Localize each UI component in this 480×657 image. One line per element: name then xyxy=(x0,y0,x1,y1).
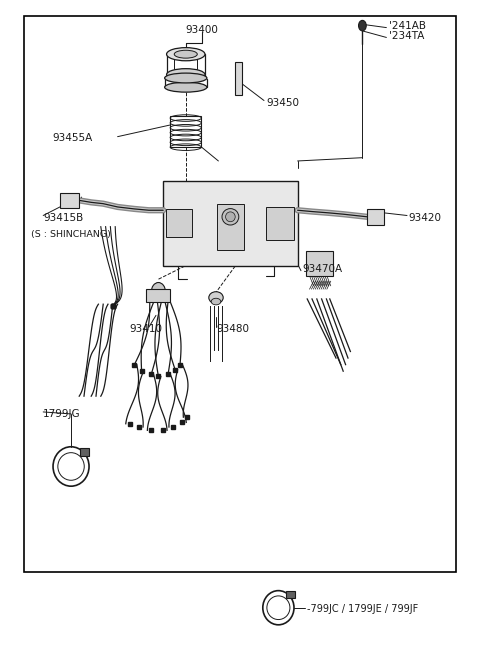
Bar xyxy=(286,591,295,598)
Ellipse shape xyxy=(174,51,197,58)
Text: '234TA: '234TA xyxy=(389,31,424,41)
Text: -799JC / 1799JE / 799JF: -799JC / 1799JE / 799JF xyxy=(307,604,419,614)
Ellipse shape xyxy=(226,212,235,222)
Ellipse shape xyxy=(211,298,221,305)
Ellipse shape xyxy=(165,82,207,92)
Text: 93410: 93410 xyxy=(130,323,163,334)
Text: (S : SHINCHANG): (S : SHINCHANG) xyxy=(31,230,111,239)
Text: 93450: 93450 xyxy=(266,98,300,108)
Text: 93455A: 93455A xyxy=(53,133,93,143)
Bar xyxy=(217,204,244,250)
Text: '241AB: '241AB xyxy=(389,21,426,32)
Ellipse shape xyxy=(165,73,207,83)
Text: 1799JG: 1799JG xyxy=(43,409,81,419)
Bar xyxy=(24,16,456,572)
Ellipse shape xyxy=(167,68,205,80)
Bar xyxy=(166,209,192,237)
Bar xyxy=(235,62,242,95)
Text: 93420: 93420 xyxy=(408,213,441,223)
Bar xyxy=(146,289,170,302)
Bar xyxy=(170,116,202,147)
Text: 93470A: 93470A xyxy=(302,264,343,275)
Ellipse shape xyxy=(209,292,223,304)
Bar xyxy=(266,207,294,240)
Bar xyxy=(306,251,333,276)
Circle shape xyxy=(359,20,366,31)
Text: 93400: 93400 xyxy=(185,24,218,35)
Text: 93415B: 93415B xyxy=(43,213,84,223)
Ellipse shape xyxy=(167,48,205,61)
Ellipse shape xyxy=(222,209,239,225)
Circle shape xyxy=(151,283,166,302)
Bar xyxy=(80,448,89,456)
Bar xyxy=(367,209,384,225)
Bar xyxy=(163,181,298,266)
Text: 93480: 93480 xyxy=(216,323,249,334)
Bar xyxy=(60,193,79,208)
